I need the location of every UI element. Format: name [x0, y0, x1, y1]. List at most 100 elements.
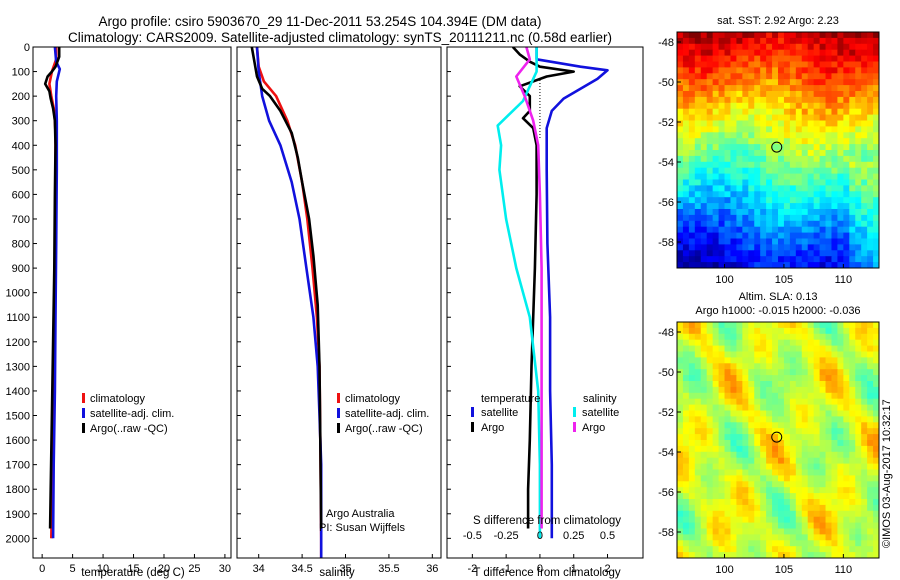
heatmap-cell — [789, 203, 797, 210]
heatmap-cell — [754, 398, 761, 406]
heatmap-cell — [682, 150, 690, 157]
heatmap-cell — [807, 179, 815, 186]
heatmap-cell — [819, 161, 827, 169]
heatmap-cell — [789, 161, 797, 169]
heatmap-cell — [754, 220, 761, 228]
heatmap-cell — [789, 144, 797, 151]
heatmap-cell — [849, 179, 856, 186]
heatmap-cell — [766, 43, 773, 51]
heatmap-cell — [754, 138, 761, 145]
heatmap-cell — [855, 150, 862, 157]
heatmap-cell — [813, 73, 821, 80]
heatmap-cell — [712, 102, 720, 110]
heatmap-cell — [682, 126, 690, 133]
heatmap-cell — [766, 552, 773, 558]
heatmap-cell — [724, 345, 732, 353]
heatmap-cell — [831, 463, 839, 471]
heatmap-cell — [795, 120, 803, 127]
heatmap-cell — [754, 351, 761, 358]
heatmap-cell — [724, 375, 732, 382]
heatmap-cell — [873, 43, 879, 51]
heatmap-cell — [688, 398, 696, 406]
heatmap-cell — [855, 386, 862, 394]
heatmap-cell — [688, 381, 696, 388]
heatmap-cell — [831, 220, 839, 228]
heatmap-cell — [742, 528, 749, 535]
heatmap-cell — [760, 534, 767, 541]
heatmap-cell — [873, 126, 879, 133]
heatmap-cell — [724, 369, 732, 376]
heatmap-cell — [837, 422, 844, 429]
heatmap-cell — [795, 214, 803, 222]
heatmap-cell — [712, 363, 720, 370]
heatmap-cell — [754, 73, 761, 80]
heatmap-cell — [682, 144, 690, 151]
heatmap-cell — [760, 369, 767, 376]
heatmap-cell — [855, 475, 862, 482]
heatmap-cell — [712, 416, 720, 423]
heatmap-cell — [861, 179, 868, 186]
heatmap-cell — [766, 510, 773, 518]
heatmap-cell — [724, 322, 732, 329]
heatmap-cell — [677, 481, 684, 488]
heatmap-cell — [783, 522, 791, 530]
heatmap-cell — [718, 126, 726, 133]
heatmap-cell — [873, 451, 879, 459]
heatmap-cell — [855, 528, 862, 535]
x-tick-label: 34.5 — [291, 563, 312, 575]
heatmap-cell — [819, 404, 827, 412]
heatmap-cell — [831, 345, 839, 353]
heatmap-cell — [712, 262, 720, 268]
heatmap-cell — [682, 67, 690, 74]
heatmap-cell — [801, 132, 809, 139]
heatmap-cell — [766, 416, 773, 423]
heatmap-cell — [688, 37, 696, 45]
heatmap-cell — [706, 357, 714, 364]
heatmap-cell — [867, 322, 874, 329]
heatmap-cell — [837, 469, 844, 476]
heatmap-cell — [688, 132, 696, 139]
heatmap-cell — [736, 481, 743, 488]
heatmap-cell — [682, 262, 690, 268]
heatmap-cell — [718, 381, 726, 388]
heatmap-cell — [730, 327, 738, 335]
heatmap-cell — [801, 510, 809, 518]
heatmap-cell — [819, 173, 827, 181]
heatmap-cell — [849, 499, 856, 506]
heatmap-cell — [694, 79, 702, 86]
heatmap-cell — [748, 386, 755, 394]
heatmap-cell — [831, 96, 839, 104]
heatmap-cell — [867, 392, 874, 400]
heatmap-cell — [837, 120, 844, 127]
title-line-1: Argo profile: csiro 5903670_29 11-Dec-20… — [98, 14, 541, 29]
heatmap-cell — [682, 61, 690, 68]
heatmap-cell — [760, 232, 767, 240]
heatmap-cell — [813, 404, 821, 412]
heatmap-cell — [861, 457, 868, 465]
heatmap-cell — [801, 333, 809, 341]
heatmap-cell — [706, 73, 714, 80]
heatmap-cell — [795, 173, 803, 181]
sst-map-frame — [676, 31, 880, 269]
heatmap-cell — [861, 504, 868, 512]
heatmap-cell — [736, 67, 743, 74]
heatmap-cell — [849, 209, 856, 216]
heatmap-cell — [789, 481, 797, 488]
heatmap-cell — [677, 209, 684, 216]
heatmap-cell — [724, 226, 732, 234]
heatmap-cell — [873, 161, 879, 169]
heatmap-cell — [825, 457, 833, 465]
heatmap-cell — [700, 61, 708, 68]
heatmap-cell — [754, 185, 761, 192]
heatmap-cell — [677, 516, 684, 524]
heatmap-cell — [694, 440, 702, 447]
heatmap-cell — [754, 381, 761, 388]
heatmap-cell — [718, 108, 726, 116]
heatmap-cell — [760, 540, 767, 547]
heatmap-cell — [831, 487, 839, 494]
heatmap-cell — [724, 351, 732, 358]
heatmap-cell — [682, 55, 690, 63]
heatmap-cell — [694, 49, 702, 57]
heatmap-cell — [772, 516, 779, 524]
heatmap-cell — [819, 381, 827, 388]
